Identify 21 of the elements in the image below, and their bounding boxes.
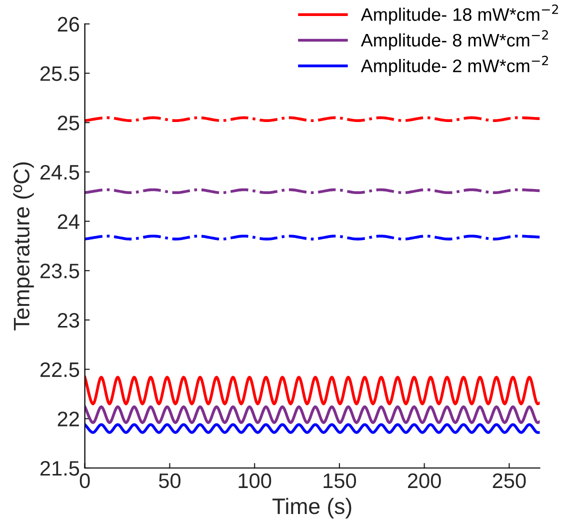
legend-label: Amplitude- 2 mW*cm$^{−2}$	[360, 56, 548, 76]
x-tick-label: 200	[408, 473, 441, 488]
y-tick-label: 24	[58, 214, 80, 229]
y-tick-label: 23.5	[40, 264, 80, 278]
y-tick-label: 25	[58, 116, 80, 130]
y-tick-label: 22.5	[40, 362, 80, 378]
y-axis-title: Temperature (ºC)	[13, 162, 34, 330]
x-tick-label: 250	[492, 473, 526, 488]
y-tick-label: 21.5	[40, 461, 80, 476]
legend-label: Amplitude- 8 mW*cm$^{−2}$	[360, 30, 548, 50]
y-tick-label: 23	[58, 312, 80, 328]
x-tick-label: 50	[158, 473, 180, 488]
legend-label: Amplitude- 18 mW*cm$^{−2}$	[360, 4, 558, 25]
y-tick-label: 24.5	[40, 164, 80, 180]
y-tick-label: 22	[58, 412, 79, 426]
x-axis-title: Time (s)	[272, 498, 352, 519]
x-tick-label: 0	[80, 473, 90, 488]
y-tick-label: 26	[58, 16, 80, 32]
x-tick-label: 150	[324, 473, 356, 488]
y-tick-label: 25.5	[40, 66, 80, 82]
x-tick-label: 100	[238, 473, 272, 488]
